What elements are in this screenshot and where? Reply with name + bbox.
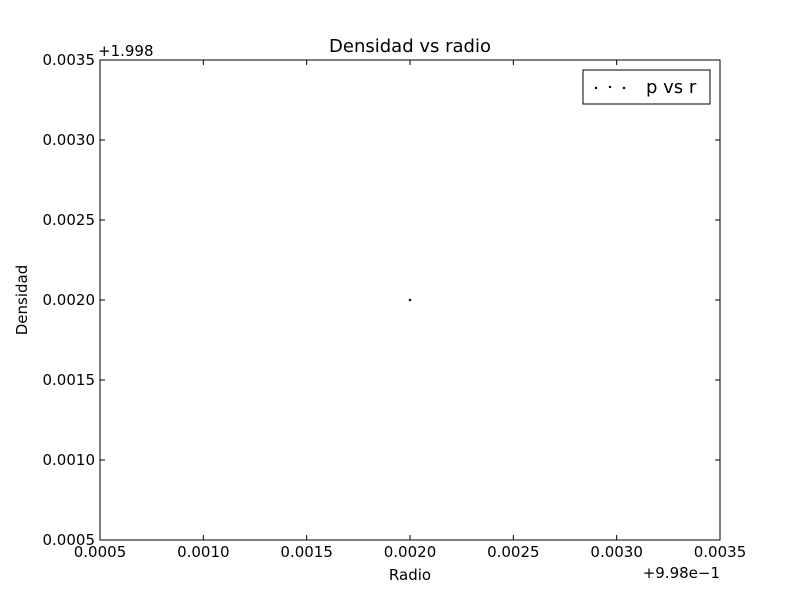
chart-title: Densidad vs radio bbox=[329, 36, 491, 57]
y-tick-label: 0.0015 bbox=[43, 371, 96, 389]
y-tick-label: 0.0030 bbox=[43, 131, 96, 149]
x-tick-label: 0.0020 bbox=[384, 543, 437, 561]
y-offset-label: +1.998 bbox=[98, 42, 154, 60]
y-tick-label: 0.0010 bbox=[43, 451, 96, 469]
data-points bbox=[408, 298, 412, 302]
y-tick-label: 0.0005 bbox=[43, 531, 96, 549]
x-tick-label: 0.0015 bbox=[280, 543, 333, 561]
plot-frame bbox=[99, 59, 721, 541]
legend-marker bbox=[594, 86, 598, 90]
y-tick-label: 0.0025 bbox=[43, 211, 96, 229]
x-tick-label: 0.0030 bbox=[590, 543, 643, 561]
x-tick-label: 0.0025 bbox=[487, 543, 540, 561]
y-tick-label: 0.0035 bbox=[43, 51, 96, 69]
legend-marker bbox=[622, 86, 626, 90]
data-point bbox=[408, 298, 412, 302]
legend-label: p vs r bbox=[646, 77, 697, 98]
y-axis-label: Densidad bbox=[13, 265, 31, 336]
legend-marker bbox=[608, 85, 612, 89]
legend-box bbox=[582, 69, 711, 105]
x-axis-label: Radio bbox=[389, 566, 431, 584]
x-tick-label: 0.0005 bbox=[74, 543, 127, 561]
x-tick-label: 0.0035 bbox=[694, 543, 747, 561]
x-tick-label: 0.0010 bbox=[177, 543, 230, 561]
y-axis-ticks: 0.0005 0.0010 0.0015 0.0020 0.0025 0.0030 0.00… bbox=[43, 51, 720, 549]
x-offset-label: +9.98e−1 bbox=[643, 564, 720, 582]
legend: p vs r bbox=[582, 69, 711, 105]
x-axis-ticks: 0.0005 0.0010 0.0015 0.0020 0.0025 0.0030 0.00… bbox=[74, 60, 747, 561]
y-tick-label: 0.0020 bbox=[43, 291, 96, 309]
